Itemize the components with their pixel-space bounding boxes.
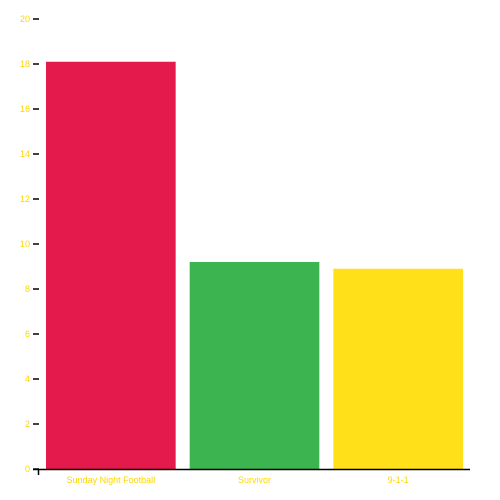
y-tick-label: 16 bbox=[20, 104, 30, 114]
bar bbox=[333, 268, 463, 469]
y-tick-label: 14 bbox=[20, 149, 30, 159]
bar bbox=[189, 262, 320, 469]
y-tick-label: 12 bbox=[20, 194, 30, 204]
y-tick-label: 2 bbox=[25, 419, 30, 429]
x-tick-label: 9-1-1 bbox=[388, 475, 409, 485]
y-tick-label: 4 bbox=[25, 374, 30, 384]
y-tick-label: 10 bbox=[20, 239, 30, 249]
x-tick-label: Survivor bbox=[238, 475, 271, 485]
bar bbox=[46, 61, 176, 469]
y-tick-label: 0 bbox=[25, 464, 30, 474]
y-axis: 0 2 4 6 8 10 12 14 16 18 20 bbox=[20, 14, 39, 474]
y-tick-label: 20 bbox=[20, 14, 30, 24]
y-tick-label: 8 bbox=[25, 284, 30, 294]
y-tick-label: 6 bbox=[25, 329, 30, 339]
x-tick-label: Sunday Night Football bbox=[67, 475, 156, 485]
y-tick-label: 18 bbox=[20, 59, 30, 69]
bars bbox=[46, 61, 463, 469]
x-axis: Sunday Night Football Survivor 9-1-1 bbox=[33, 468, 470, 485]
